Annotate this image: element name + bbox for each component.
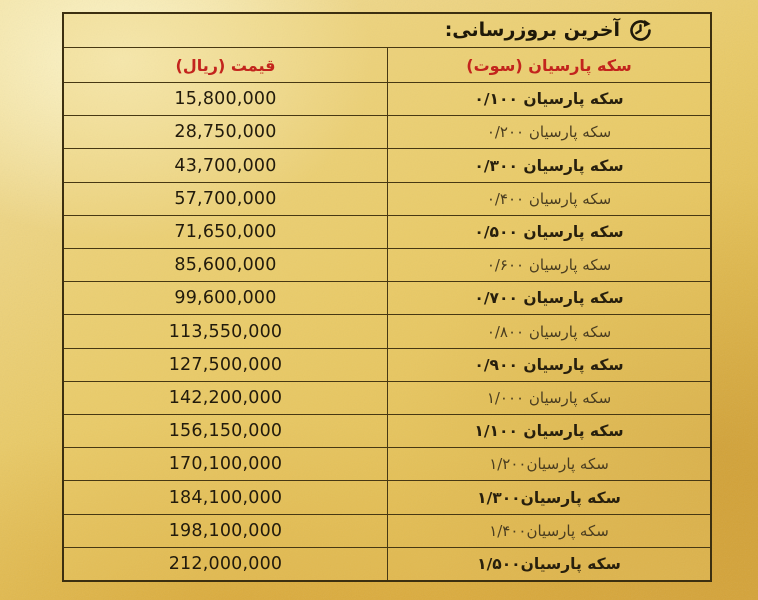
coin-name-cell: سکه پارسیان۱/۲۰۰ xyxy=(387,448,710,481)
coin-name-cell: سکه پارسیان ۰/۳۰۰ xyxy=(387,149,710,182)
coin-name-cell: سکه پارسیان ۱/۱۰۰ xyxy=(387,415,710,448)
table-row: سکه پارسیان ۰/۴۰۰ 57,700,000 xyxy=(64,181,710,215)
refresh-clock-icon xyxy=(627,17,654,44)
coin-name-cell: سکه پارسیان۱/۵۰۰ xyxy=(387,547,710,581)
table-row: سکه پارسیان ۰/۱۰۰ 15,800,000 xyxy=(64,83,710,116)
coin-name-cell: سکه پارسیان ۰/۴۰۰ xyxy=(387,182,710,215)
price-cell: 99,600,000 xyxy=(174,288,277,309)
table-row: سکه پارسیان۱/۴۰۰ 198,100,000 xyxy=(64,513,710,547)
table-header-row: سکه پارسیان (سوت) قیمت (ریال) xyxy=(64,48,710,83)
table-title-row: آخرین بروزرسانی: xyxy=(64,14,710,48)
column-header-coin: سکه پارسیان (سوت) xyxy=(387,48,710,82)
price-cell: 198,100,000 xyxy=(168,520,283,541)
coin-name-cell: سکه پارسیان ۰/۵۰۰ xyxy=(387,215,710,249)
price-cell: 15,800,000 xyxy=(174,89,277,110)
table-row: سکه پارسیان ۰/۷۰۰ 99,600,000 xyxy=(64,281,710,315)
table-row: سکه پارسیان ۰/۲۰۰ 28,750,000 xyxy=(64,115,710,149)
gold-coin-price-table: آخرین بروزرسانی: سکه پارسیان (سوت) قیمت … xyxy=(62,12,712,582)
coin-name-cell: سکه پارسیان۱/۳۰۰ xyxy=(387,481,710,514)
price-cell: 28,750,000 xyxy=(174,122,277,143)
table-row: سکه پارسیان ۰/۳۰۰ 43,700,000 xyxy=(64,148,710,182)
price-cell: 113,550,000 xyxy=(168,321,283,342)
price-cell: 184,100,000 xyxy=(168,487,283,508)
table-row: سکه پارسیان۱/۳۰۰ 184,100,000 xyxy=(64,480,710,514)
table-row: سکه پارسیان۱/۵۰۰ 212,000,000 xyxy=(64,546,710,581)
coin-name-cell: سکه پارسیان ۰/۸۰۰ xyxy=(387,315,710,348)
table-row: سکه پارسیان ۱/۱۰۰ 156,150,000 xyxy=(64,414,710,448)
coin-name-cell: سکه پارسیان ۰/۷۰۰ xyxy=(387,282,710,315)
price-cell: 71,650,000 xyxy=(174,221,277,242)
table-body: سکه پارسیان ۰/۱۰۰ 15,800,000 سکه پارسیان ۰… xyxy=(64,83,710,581)
coin-name-cell: سکه پارسیان ۰/۱۰۰ xyxy=(387,83,710,116)
coin-name-cell: سکه پارسیان ۰/۲۰۰ xyxy=(387,116,710,149)
price-cell: 127,500,000 xyxy=(168,354,283,375)
table-row: سکه پارسیان ۱/۰۰۰ 142,200,000 xyxy=(64,380,710,415)
table-row: سکه پارسیان۱/۲۰۰ 170,100,000 xyxy=(64,447,710,481)
coin-name-cell: سکه پارسیان ۰/۹۰۰ xyxy=(387,348,710,381)
price-cell: 43,700,000 xyxy=(174,155,277,176)
price-cell: 142,200,000 xyxy=(168,387,283,408)
last-update-title: آخرین بروزرسانی: xyxy=(444,19,620,41)
coin-name-cell: سکه پارسیان۱/۴۰۰ xyxy=(387,514,710,547)
coin-name-cell: سکه پارسیان ۱/۰۰۰ xyxy=(387,381,710,415)
price-cell: 170,100,000 xyxy=(168,454,283,475)
price-cell: 156,150,000 xyxy=(168,421,283,442)
table-row: سکه پارسیان ۰/۹۰۰ 127,500,000 xyxy=(64,347,710,381)
price-cell: 212,000,000 xyxy=(168,553,283,574)
coin-name-cell: سکه پارسیان ۰/۶۰۰ xyxy=(387,249,710,282)
table-row: سکه پارسیان ۰/۸۰۰ 113,550,000 xyxy=(64,314,710,348)
price-cell: 85,600,000 xyxy=(174,255,277,276)
price-cell: 57,700,000 xyxy=(174,188,277,209)
table-row: سکه پارسیان ۰/۵۰۰ 71,650,000 xyxy=(64,214,710,249)
column-header-price: قیمت (ریال) xyxy=(175,55,276,75)
table-row: سکه پارسیان ۰/۶۰۰ 85,600,000 xyxy=(64,248,710,282)
